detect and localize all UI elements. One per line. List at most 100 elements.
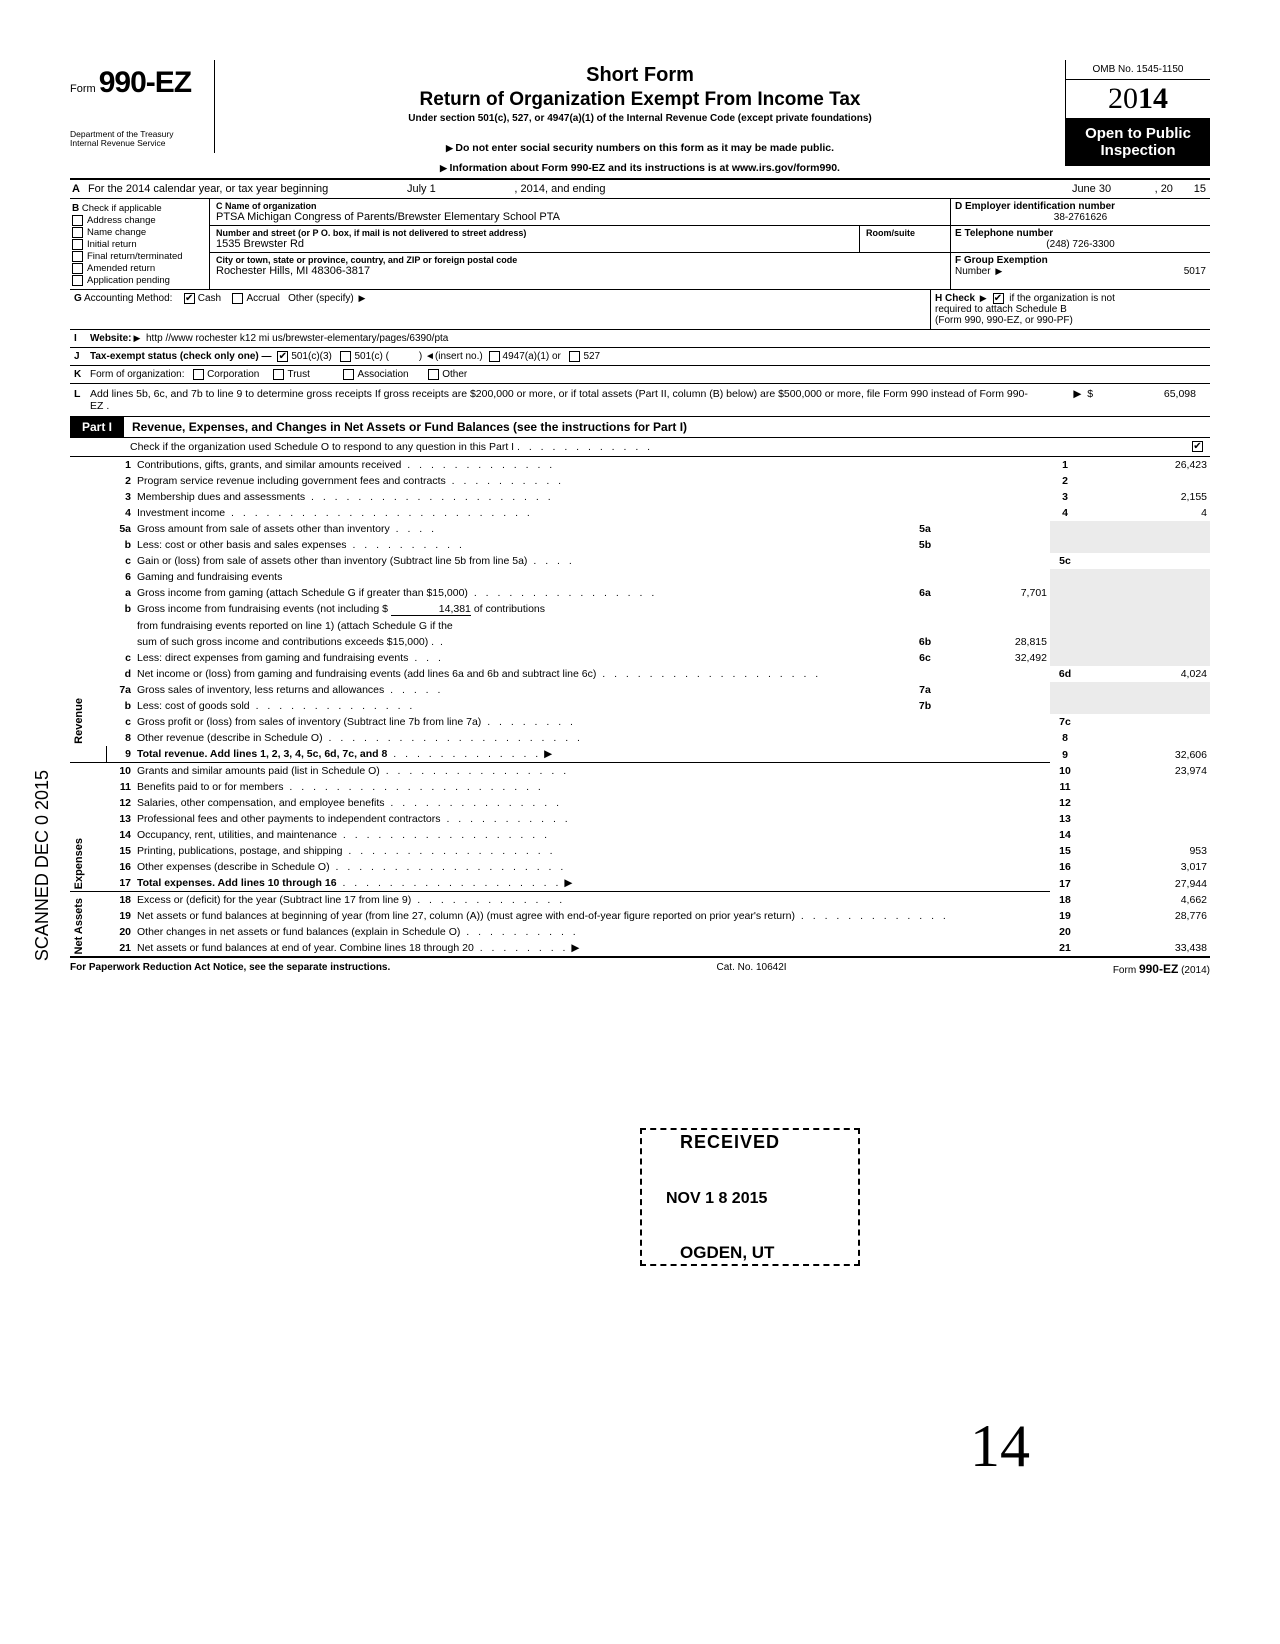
line-7b-subval [940,698,1050,714]
line-6d-desc: Net income or (loss) from gaming and fun… [137,668,596,680]
line-14-no: 14 [106,827,134,843]
grey-cell [1080,682,1210,714]
line-6-desc: Gaming and fundraising events [137,571,282,583]
line-15-value: 953 [1080,843,1210,859]
return-title: Return of Organization Exempt From Incom… [225,89,1055,111]
line-7a-subval [940,682,1050,698]
cell-ein: D Employer identification number 38-2761… [951,199,1210,226]
chk-app-pending[interactable]: Application pending [72,275,205,286]
line-1-numlbl: 1 [1050,457,1080,473]
part-1-check-line: Check if the organization used Schedule … [70,438,1210,457]
l-text: Add lines 5b, 6c, and 7b to line 9 to de… [90,388,1036,412]
line-1-desc: Contributions, gifts, grants, and simila… [137,459,401,471]
chk-address-change[interactable]: Address change [72,215,205,226]
col-center: C Name of organization PTSA Michigan Con… [210,199,950,289]
line-6d-no: d [106,666,134,682]
line-15-desc: Printing, publications, postage, and shi… [137,845,342,857]
chk-accrual[interactable] [232,293,243,304]
under-section: Under section 501(c), 527, or 4947(a)(1)… [225,113,1055,124]
line-4-desc: Investment income [137,507,225,519]
received-date-stamp: NOV 1 8 2015 [666,1190,767,1208]
chk-final-return[interactable]: Final return/terminated [72,251,205,262]
section-l: L Add lines 5b, 6c, and 7b to line 9 to … [70,384,1210,417]
insert-no: (insert no.) [435,351,483,362]
grey-cell [1080,569,1210,650]
col-b-checkboxes: B Check if applicable Address change Nam… [70,199,210,289]
form-prefix: Form [70,83,96,95]
line-3-value: 2,155 [1080,489,1210,505]
chk-name-change[interactable]: Name change [72,227,205,238]
line-17-value: 27,944 [1080,875,1210,892]
phone-value: (248) 726-3300 [955,239,1206,250]
line-2-no: 2 [106,473,134,489]
line-21-desc: Net assets or fund balances at end of ye… [137,942,474,954]
line-6a-no: a [106,585,134,601]
year-prefix: 20 [1108,82,1138,115]
main-info-grid: B Check if applicable Address change Nam… [70,199,1210,290]
chk-initial-return[interactable]: Initial return [72,239,205,250]
line-3-desc: Membership dues and assessments [137,491,305,503]
dept-line2: Internal Revenue Service [70,139,208,148]
line-2-desc: Program service revenue including govern… [137,475,446,487]
line-8-value [1080,730,1210,746]
info-about: Information about Form 990-EZ and its in… [225,162,1055,174]
chk-schedule-b[interactable]: ✔ [993,293,1004,304]
501c-label: 501(c) ( [354,351,388,362]
line-18-value: 4,662 [1080,892,1210,909]
footer-right: Form 990-EZ (2014) [1113,962,1210,976]
cell-address: Number and street (or P O. box, if mail … [210,226,950,253]
form-org-text: Form of organization: [90,369,185,380]
line-6c-sublbl: 6c [910,650,940,666]
line-5c-no: c [106,553,134,569]
line-6b-sublbl: 6b [910,634,940,650]
line-2-numlbl: 2 [1050,473,1080,489]
chk-501c3[interactable]: ✔ [277,351,288,362]
short-form-title: Short Form [225,64,1055,87]
checkbox-icon [72,275,83,286]
chk-4947[interactable] [489,351,500,362]
gross-receipts-value: 65,098 [1096,388,1196,400]
arrow-icon [993,266,1002,277]
chk-corporation[interactable] [193,369,204,380]
line-5c-desc: Gain or (loss) from sale of assets other… [137,555,527,567]
chk-association[interactable] [343,369,354,380]
addr-label: Number and street (or P O. box, if mail … [216,228,855,238]
grey-cell [1080,650,1210,666]
chk-501c[interactable] [340,351,351,362]
line-4-value: 4 [1080,505,1210,521]
ogden-stamp: OGDEN, UT [680,1243,774,1263]
line-14-numlbl: 14 [1050,827,1080,843]
line-9-value: 32,606 [1080,746,1210,763]
form-header: Form 990-EZ Department of the Treasury I… [70,60,1210,180]
chk-amended-return[interactable]: Amended return [72,263,205,274]
form-right-box: OMB No. 1545-1150 2014 Open to Public In… [1065,60,1210,166]
dept-treasury: Department of the Treasury Internal Reve… [70,130,208,149]
line-19-numlbl: 19 [1050,908,1080,924]
city-value: Rochester Hills, MI 48306-3817 [216,265,946,277]
chk-527[interactable] [569,351,580,362]
chk-schedule-o[interactable]: ✔ [1192,441,1203,452]
city-label: City or town, state or province, country… [216,255,946,265]
row-a-endval: June 30 [1032,183,1152,195]
line-9-desc: Total revenue. Add lines 1, 2, 3, 4, 5c,… [137,748,387,760]
room-label: Room/suite [866,228,946,238]
line-15-no: 15 [106,843,134,859]
line-18-no: 18 [106,892,134,909]
checkbox-icon [72,239,83,250]
line-12-desc: Salaries, other compensation, and employ… [137,797,384,809]
chk-cash[interactable]: ✔ [184,293,195,304]
assoc-label: Association [357,369,408,380]
line-5a-sublbl: 5a [910,521,940,537]
chk-other-org[interactable] [428,369,439,380]
h-text4: (Form 990, 990-EZ, or 990-PF) [935,315,1073,326]
accrual-label: Accrual [246,293,279,304]
net-assets-side-label: Net Assets [70,892,106,957]
line-5b-subval [940,537,1050,553]
line-6b-subval: 28,815 [940,634,1050,650]
chk-trust[interactable] [273,369,284,380]
do-not-enter: Do not enter social security numbers on … [225,142,1055,154]
received-stamp: RECEIVED [680,1132,780,1153]
line-6a-desc: Gross income from gaming (attach Schedul… [137,587,468,599]
group-exempt-label2: Number [955,266,991,277]
org-name-label: C Name of organization [216,201,946,211]
